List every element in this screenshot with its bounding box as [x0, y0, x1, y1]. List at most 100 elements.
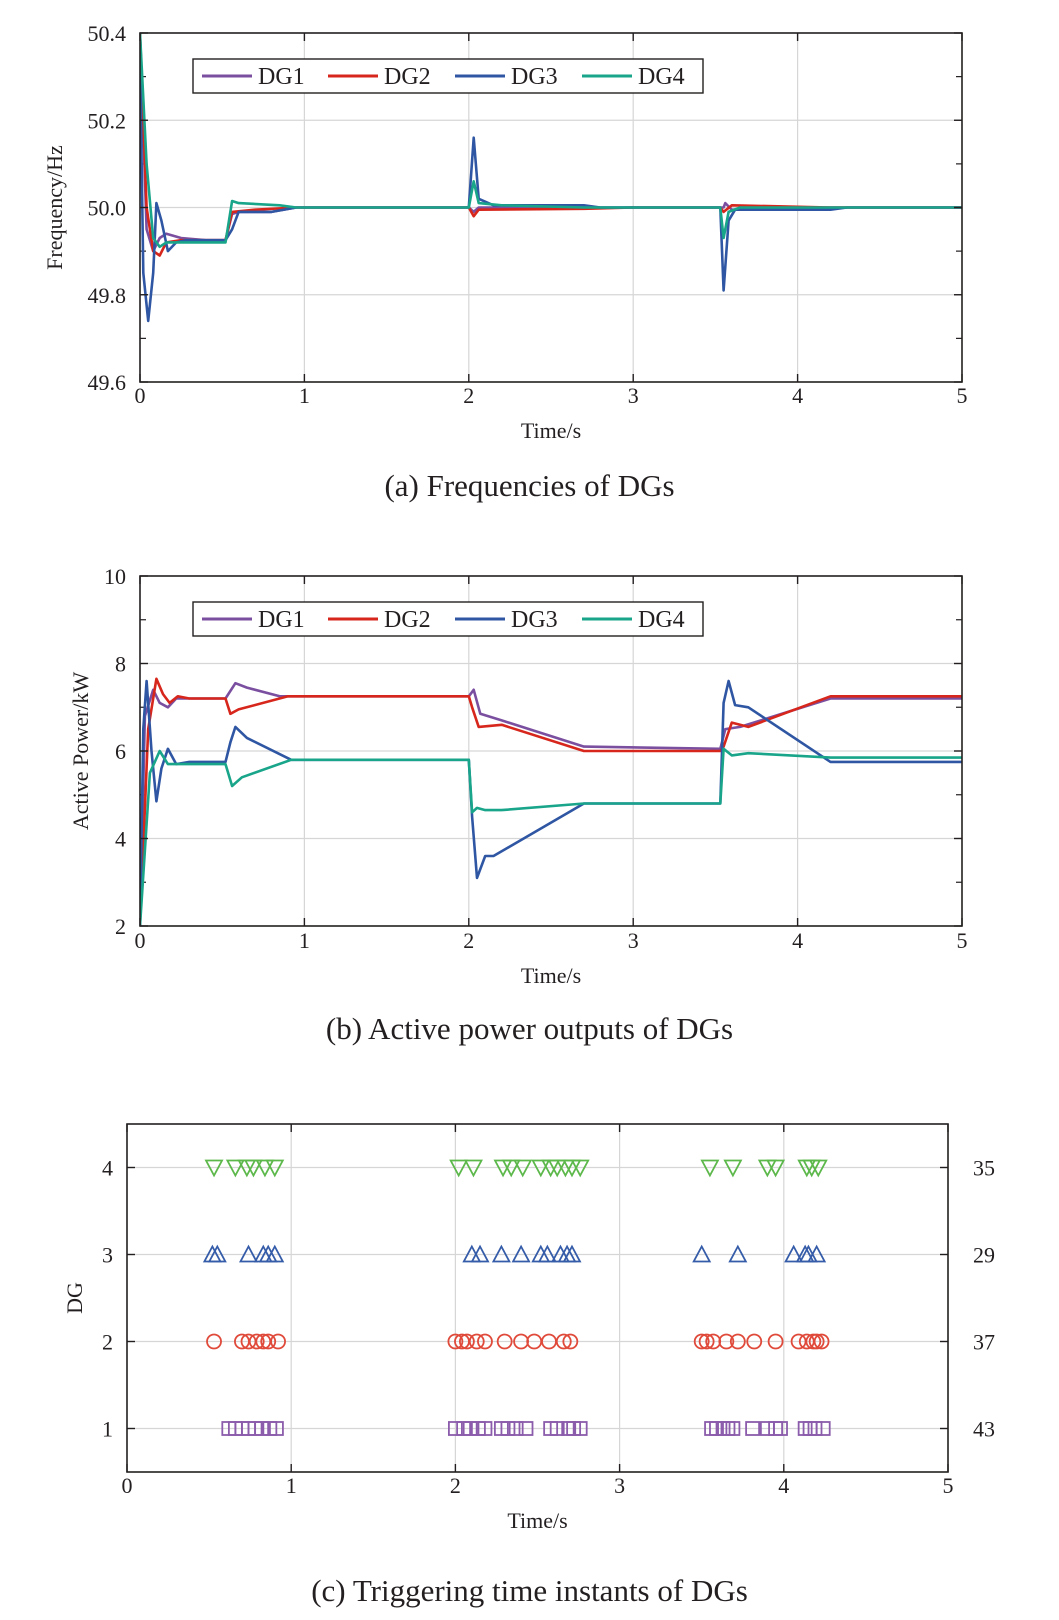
legend-label-dg1: DG1: [258, 607, 305, 633]
marker-triangle-up: [491, 1244, 511, 1263]
marker-triangle-up: [470, 1244, 490, 1263]
x-tick-label: 4: [778, 1473, 789, 1498]
marker-circle: [693, 1333, 710, 1350]
y-tick-label: 49.6: [88, 370, 127, 395]
marker-square: [254, 1421, 270, 1436]
marker-square: [508, 1421, 524, 1436]
series-line-dg2: [140, 677, 962, 926]
marker-triangle-down: [204, 1159, 224, 1178]
marker-circle: [260, 1333, 277, 1350]
x-tick-label: 4: [792, 383, 803, 408]
x-axis-label: Time/s: [507, 1508, 567, 1533]
marker-triangle-down: [449, 1159, 469, 1178]
marker-square: [549, 1421, 565, 1436]
legend-label-dg2: DG2: [384, 64, 431, 90]
y-tick-label: 2: [102, 1330, 113, 1355]
marker-triangle-down: [570, 1159, 590, 1178]
x-tick-label: 0: [135, 928, 146, 953]
chart-a: 0 1 2 3 4 5 49.6 49.8 50.0 50.2 50.4 Time/s Frequenc…: [42, 21, 968, 443]
y-tick-label: 49.8: [88, 283, 127, 308]
y-tick-label: 3: [102, 1243, 113, 1268]
marker-square: [815, 1421, 831, 1436]
legend-label-dg1: DG1: [258, 64, 305, 90]
marker-square: [462, 1421, 478, 1436]
marker-circle: [813, 1333, 830, 1350]
marker-triangle-down: [265, 1159, 285, 1178]
x-tick-label: 2: [463, 928, 474, 953]
x-tick-label: 3: [628, 383, 639, 408]
series-line-dg3: [140, 679, 962, 926]
marker-circle: [555, 1333, 572, 1350]
marker-circle: [718, 1333, 735, 1350]
marker-square: [518, 1421, 534, 1436]
marker-square: [773, 1421, 788, 1436]
legend-label-dg3: DG3: [511, 64, 558, 90]
marker-circle: [447, 1333, 464, 1350]
series-group: [140, 33, 962, 323]
marker-circle: [458, 1333, 475, 1350]
marker-square: [572, 1421, 588, 1436]
y-tick-label: 2: [115, 914, 126, 939]
x-tick-label: 5: [957, 383, 968, 408]
marker-triangle-down: [255, 1159, 275, 1178]
marker-square: [807, 1421, 823, 1436]
marker-triangle-down: [808, 1159, 828, 1178]
x-tick-label: 3: [628, 928, 639, 953]
marker-circle: [270, 1333, 286, 1350]
y-tick-label: 1: [102, 1417, 113, 1442]
marker-triangle-up: [562, 1244, 582, 1263]
x-tick-label: 5: [943, 1473, 954, 1498]
series-line-dg4: [140, 747, 962, 926]
trigger-count-label: 37: [973, 1330, 995, 1355]
x-tick-label: 2: [450, 1473, 461, 1498]
marker-square: [269, 1421, 284, 1436]
marker-circle: [206, 1333, 222, 1350]
marker-circle: [248, 1333, 265, 1350]
marker-triangle-up: [265, 1244, 285, 1263]
marker-triangle-up: [207, 1244, 227, 1263]
chart-b: 0 1 2 3 4 5 2 4 6 8 10 Time/s Active Power/kW DG1 DG2 D…: [68, 564, 968, 988]
marker-square: [500, 1421, 516, 1436]
x-tick-label: 2: [463, 383, 474, 408]
marker-triangle-down: [723, 1159, 743, 1178]
caption-b: (b) Active power outputs of DGs: [325, 1011, 734, 1046]
marker-triangle-down: [531, 1159, 551, 1178]
y-tick-label: 50.4: [88, 21, 127, 46]
marker-circle: [746, 1333, 763, 1350]
x-axis-label: Time/s: [521, 963, 581, 988]
marker-triangle-up: [728, 1244, 748, 1263]
y-axis-label: DG: [62, 1282, 87, 1314]
chart-c: 0 1 2 3 4 5 1 2 3 4 Time/s DG 43 37 29 35: [62, 1123, 995, 1533]
marker-circle: [767, 1333, 784, 1350]
marker-circle: [477, 1333, 493, 1350]
marker-triangle-down: [243, 1159, 263, 1178]
y-tick-label: 6: [115, 739, 126, 764]
series-group: [140, 677, 962, 926]
x-tick-label: 0: [122, 1473, 133, 1498]
trigger-count-label: 35: [973, 1156, 995, 1181]
marker-circle: [562, 1333, 579, 1350]
marker-square: [477, 1421, 493, 1436]
x-tick-label: 1: [299, 383, 310, 408]
x-tick-label: 3: [614, 1473, 625, 1498]
y-tick-label: 8: [115, 652, 126, 677]
y-tick-label: 10: [104, 564, 126, 589]
series-line-dg4: [140, 33, 962, 249]
marker-triangle-up: [239, 1244, 259, 1263]
marker-triangle-up: [784, 1244, 804, 1263]
marker-triangle-down: [463, 1159, 483, 1178]
x-tick-label: 4: [792, 928, 803, 953]
y-axis-label: Frequency/Hz: [42, 145, 67, 270]
x-tick-label: 1: [299, 928, 310, 953]
x-tick-label: 1: [286, 1473, 297, 1498]
marker-circle: [468, 1333, 485, 1350]
y-tick-label: 4: [102, 1156, 113, 1181]
trigger-count-label: 43: [973, 1417, 995, 1442]
marker-triangle-up: [807, 1244, 827, 1263]
trigger-count-label: 29: [973, 1243, 995, 1268]
legend-label-dg4: DG4: [638, 64, 685, 90]
plot-frame: [126, 1123, 949, 1473]
marker-triangle-down: [225, 1159, 245, 1178]
series-line-dg1: [140, 681, 962, 926]
